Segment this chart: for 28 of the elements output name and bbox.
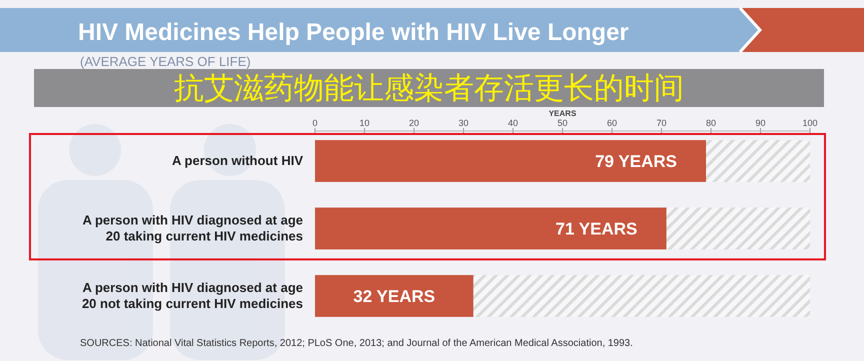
x-tick-label: 40 bbox=[508, 118, 518, 128]
x-tick-label: 30 bbox=[458, 118, 469, 128]
y-tick-label: A person with HIV diagnosed at age 20 taking current HIV medicines bbox=[82, 212, 303, 244]
x-tick-label: 70 bbox=[656, 118, 667, 128]
data-label: 32 YEARS bbox=[353, 286, 436, 306]
x-axis-title: YEARS bbox=[548, 109, 577, 118]
bar bbox=[473, 275, 810, 317]
bar bbox=[315, 208, 666, 250]
x-tick-label: 80 bbox=[706, 118, 716, 128]
x-tick-label: 50 bbox=[557, 118, 568, 128]
data-label: 71 YEARS bbox=[555, 220, 638, 238]
y-tick-label: A person with HIV diagnosed at age 20 not taking current HIV medicines bbox=[82, 280, 303, 311]
text: 抗艾滋药物能让感染者存活更长的时间 bbox=[174, 72, 684, 105]
bar bbox=[315, 140, 706, 182]
text: (AVERAGE YEARS OF LIFE) bbox=[80, 54, 251, 69]
x-tick-label: 100 bbox=[802, 118, 818, 128]
source-note: SOURCES: National Vital Statistics Reports, 2012; PLoS One, 2013; and Journal of the American Medical Association, 1993. bbox=[80, 338, 633, 349]
x-tick-label: 0 bbox=[312, 118, 318, 128]
bar bbox=[315, 275, 474, 317]
x-tick-label: 10 bbox=[359, 118, 370, 128]
data-label: 79 YEARS bbox=[595, 152, 678, 172]
x-tick-label: 20 bbox=[408, 118, 420, 128]
bar bbox=[666, 208, 810, 250]
bar bbox=[706, 140, 810, 182]
x-tick-label: 60 bbox=[606, 118, 618, 128]
y-tick-label: A person without HIV bbox=[172, 153, 304, 168]
chart-title: HIV Medicines Help People with HIV Live Longer bbox=[78, 19, 629, 46]
x-tick-label: 90 bbox=[755, 118, 766, 128]
